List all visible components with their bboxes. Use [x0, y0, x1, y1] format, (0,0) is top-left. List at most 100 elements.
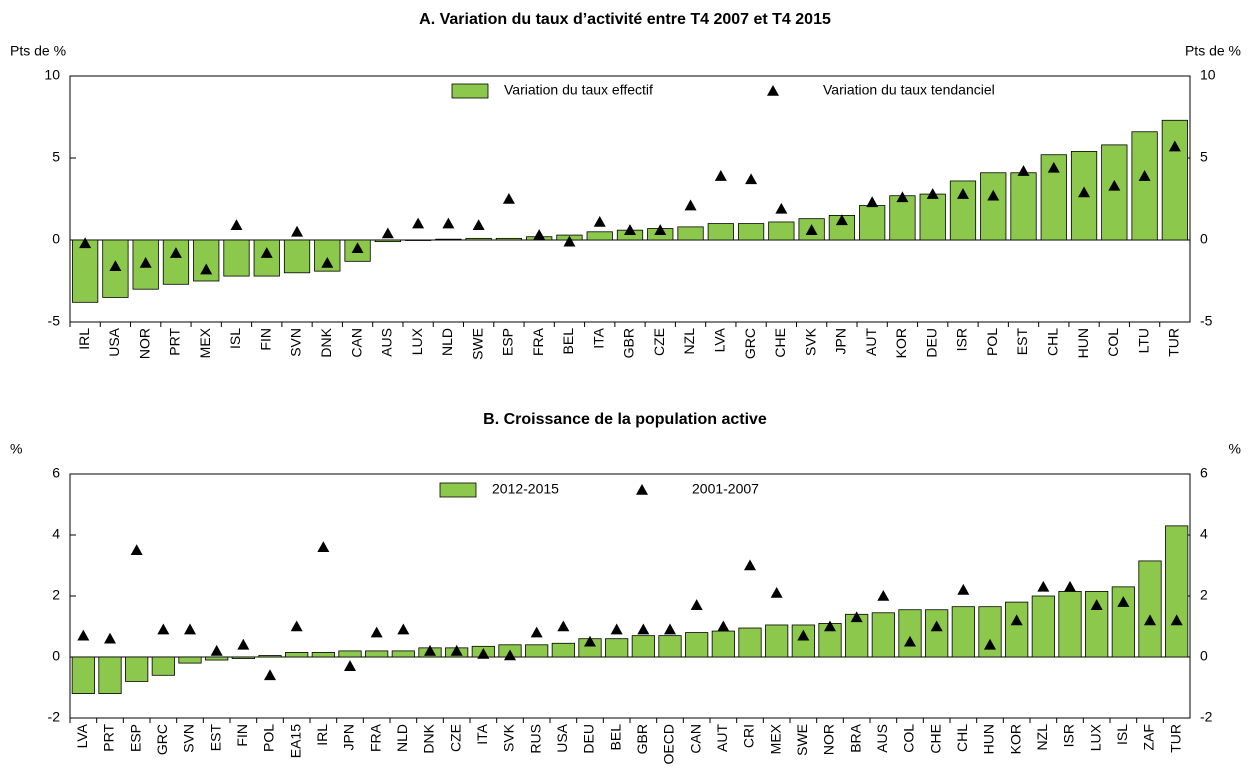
triangle-marker — [477, 647, 490, 659]
triangle-marker — [130, 544, 143, 556]
triangle-marker — [956, 188, 969, 199]
legend-label: 2012-2015 — [492, 481, 559, 497]
y-tick-label: -5 — [1200, 313, 1213, 329]
triangle-marker — [717, 620, 730, 632]
bar — [980, 172, 1007, 241]
bar — [707, 223, 734, 241]
x-tick-label: BEL — [560, 328, 576, 355]
bar — [1165, 525, 1189, 658]
x-tick-label: NZL — [681, 328, 697, 355]
triangle-marker — [344, 660, 356, 671]
triangle-marker — [930, 620, 943, 632]
y-tick-label: -2 — [1200, 709, 1213, 725]
x-tick-label: FIN — [234, 724, 250, 747]
bar — [605, 638, 629, 658]
x-tick-label: CRI — [741, 724, 757, 748]
triangle-marker — [1168, 140, 1181, 152]
bar — [465, 237, 492, 241]
bar — [72, 239, 99, 303]
x-tick-label: AUS — [379, 328, 395, 357]
y-tick-label: 10 — [1200, 67, 1216, 83]
bar — [925, 609, 949, 658]
x-tick-label: ZAF — [1141, 724, 1157, 750]
x-tick-label: POL — [984, 328, 1000, 356]
legend-swatch — [636, 484, 648, 495]
triangle-marker — [104, 632, 116, 644]
legend-swatch — [451, 83, 489, 99]
x-tick-label: JPN — [341, 724, 357, 750]
triangle-marker — [1078, 186, 1091, 198]
bar — [193, 239, 220, 282]
triangle-marker — [109, 260, 122, 272]
triangle-marker — [593, 215, 606, 227]
y-tick-label: 0 — [1200, 648, 1208, 664]
y-tick-label: 0 — [52, 231, 60, 247]
x-tick-label: PRT — [101, 724, 117, 752]
x-tick-label: LTU — [1135, 328, 1151, 353]
y-tick-label: 10 — [44, 67, 60, 83]
x-tick-label: LVA — [74, 723, 90, 748]
triangle-marker — [370, 626, 383, 638]
y-tick-label: 0 — [1200, 231, 1208, 247]
triangle-marker — [1010, 614, 1023, 626]
bar — [551, 642, 575, 658]
bar — [258, 655, 282, 658]
bar — [737, 223, 765, 241]
triangle-marker — [637, 623, 650, 635]
triangle-marker — [533, 229, 546, 240]
triangle-marker — [745, 173, 758, 185]
triangle-marker — [987, 189, 1000, 201]
x-tick-label: SWE — [469, 328, 485, 360]
triangle-marker — [169, 247, 182, 258]
bar — [711, 630, 735, 658]
x-tick-label: AUS — [874, 724, 890, 753]
bar — [223, 239, 250, 277]
x-tick-label: NOR — [136, 328, 152, 359]
triangle-marker — [530, 626, 543, 638]
triangle-marker — [450, 644, 463, 656]
x-tick-label: IRL — [314, 724, 330, 746]
x-tick-label: FRA — [367, 723, 383, 752]
triangle-marker — [210, 644, 223, 656]
x-tick-label: CHE — [927, 724, 943, 754]
x-tick-label: NLD — [394, 724, 410, 752]
x-tick-label: SVK — [501, 723, 517, 752]
triangle-marker — [957, 583, 970, 595]
triangle-marker — [835, 214, 848, 226]
legend-label: Variation du taux effectif — [504, 82, 653, 98]
triangle-marker — [260, 247, 273, 258]
x-tick-label: HUN — [1075, 328, 1091, 358]
y-axis-label: Pts de % — [10, 43, 66, 59]
y-tick-label: 6 — [1200, 465, 1208, 481]
triangle-marker — [264, 669, 276, 681]
y-tick-label: 4 — [1200, 526, 1208, 542]
bar — [205, 656, 229, 661]
bar — [978, 606, 1002, 658]
bar — [98, 656, 122, 694]
bar — [1101, 144, 1128, 241]
triangle-marker — [557, 620, 570, 632]
triangle-marker — [1144, 614, 1156, 626]
x-tick-label: JPN — [833, 328, 849, 354]
x-tick-label: EA15 — [287, 724, 303, 758]
x-tick-label: POL — [261, 724, 277, 752]
bar — [791, 624, 815, 658]
x-tick-label: DEU — [923, 328, 939, 358]
y-tick-label: 0 — [52, 648, 60, 664]
x-tick-label: EST — [207, 724, 223, 752]
plot-frame — [69, 473, 1191, 719]
y-axis-label: % — [1229, 441, 1241, 457]
bar — [919, 193, 946, 241]
x-tick-label: GBR — [621, 328, 637, 358]
triangle-marker — [714, 170, 727, 181]
triangle-marker — [926, 188, 939, 199]
bar — [677, 226, 704, 241]
x-tick-label: CZE — [651, 328, 667, 356]
legend-swatch — [767, 85, 779, 96]
triangle-marker — [1117, 596, 1130, 607]
triangle-marker — [139, 256, 152, 268]
x-tick-label: NLD — [439, 328, 455, 356]
plot-frame — [69, 75, 1191, 323]
x-tick-label: FRA — [530, 327, 546, 356]
